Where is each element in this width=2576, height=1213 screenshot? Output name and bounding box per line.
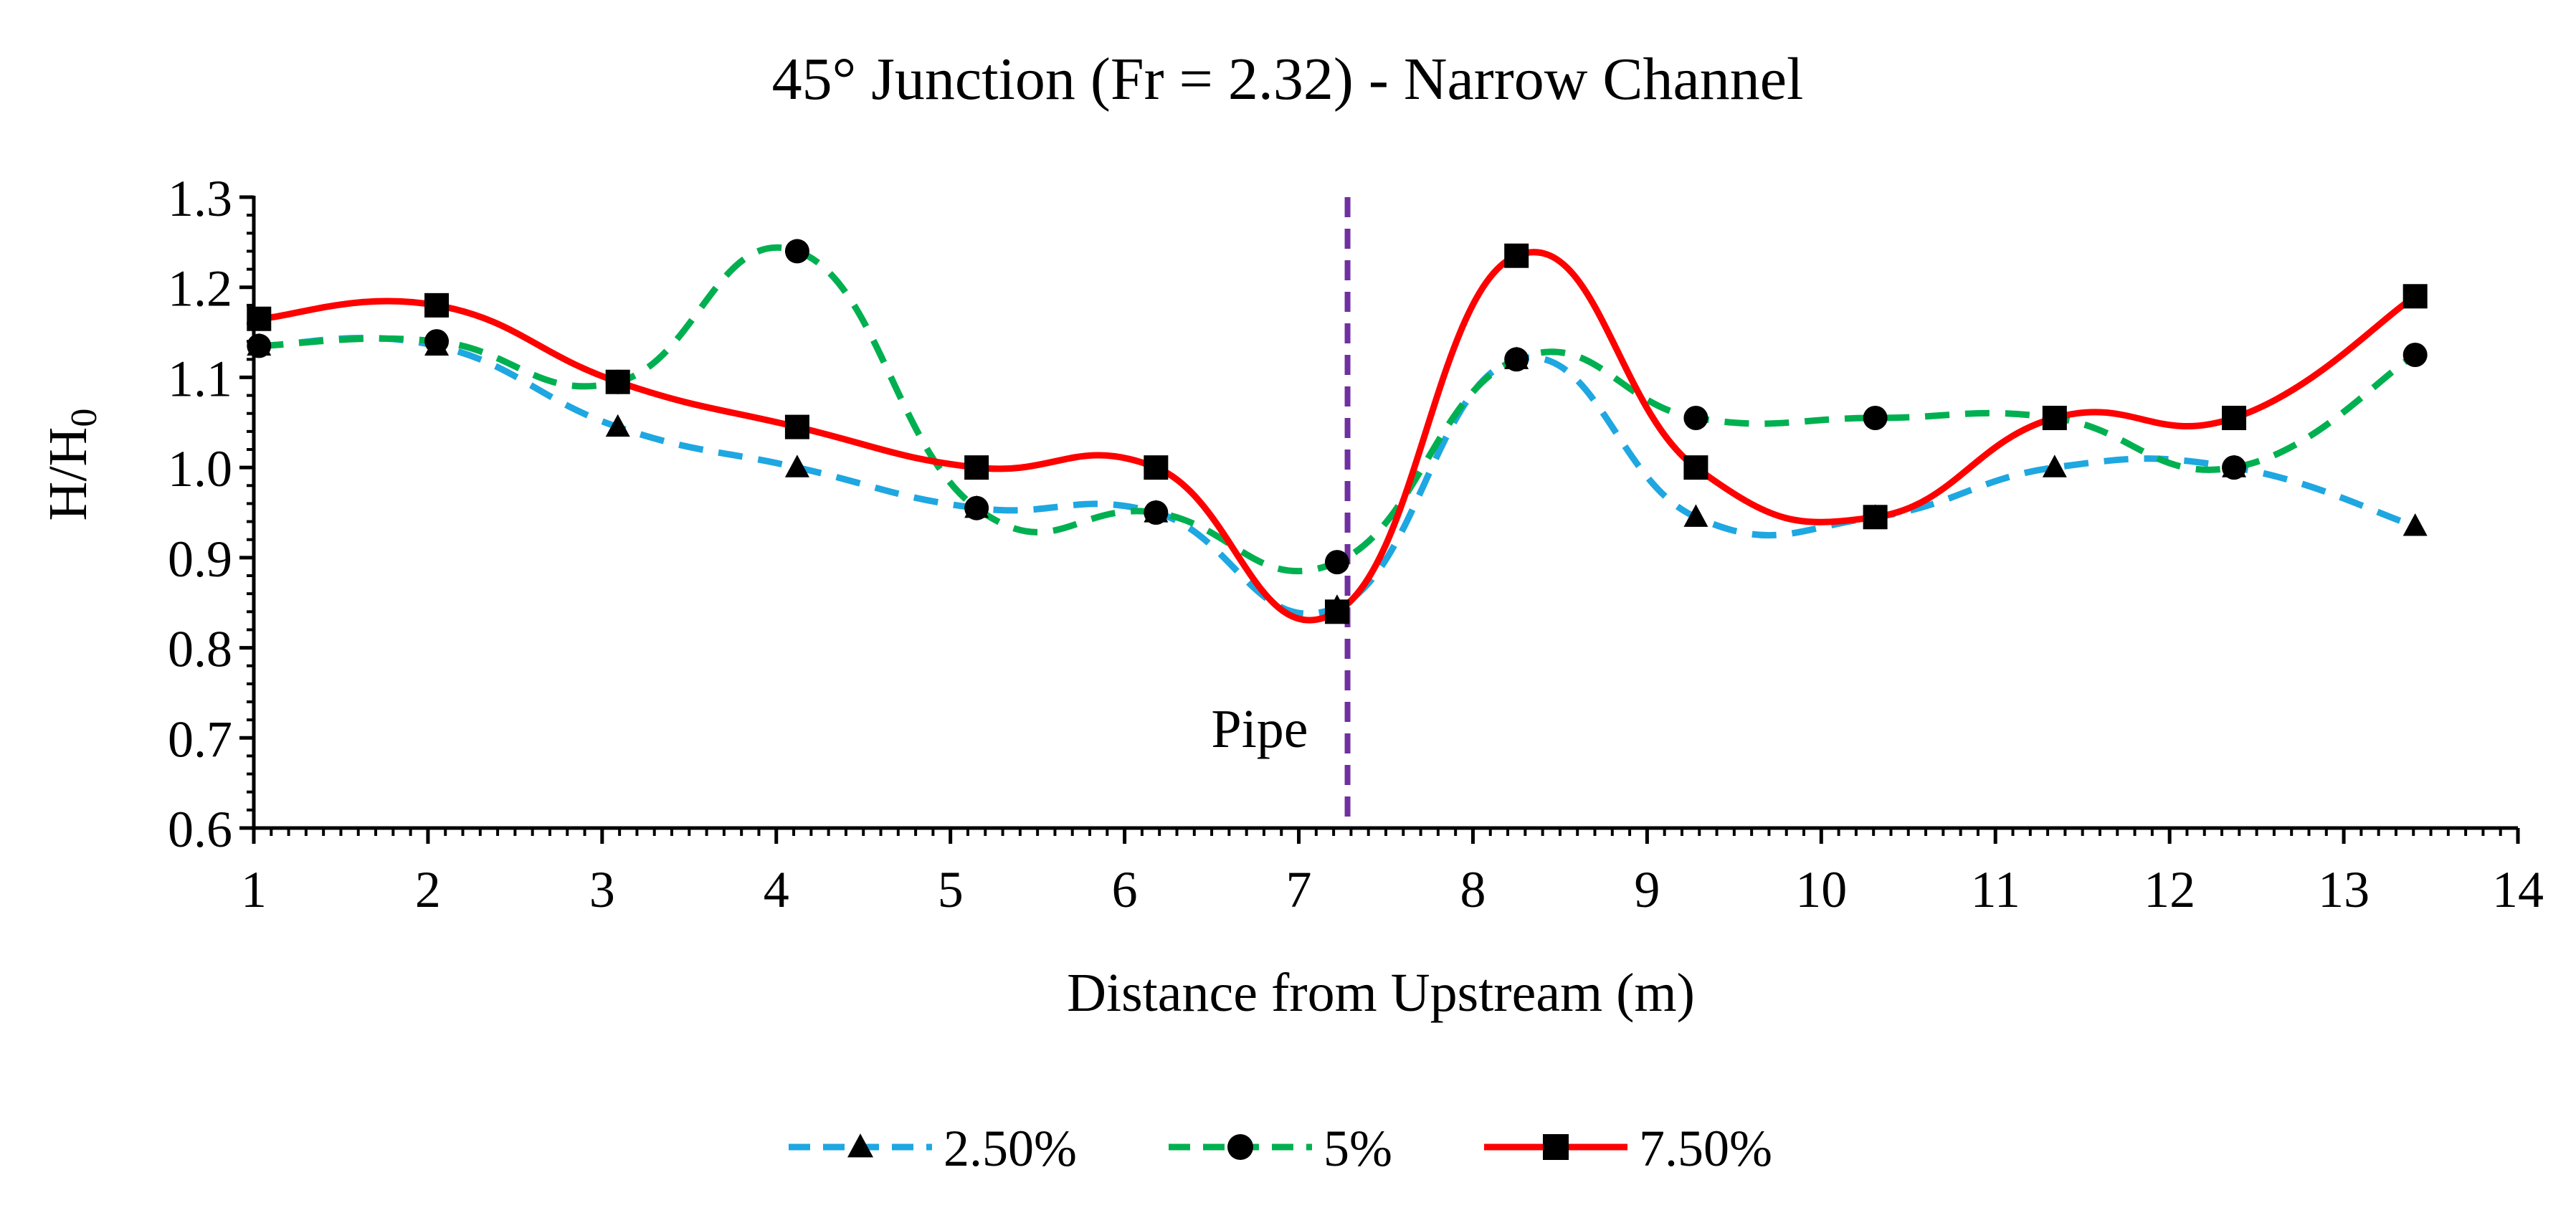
x-tick-label: 2 xyxy=(415,861,441,918)
x-axis-label: Distance from Upstream (m) xyxy=(1067,963,1695,1023)
series-3-point-10 xyxy=(1863,505,1888,530)
series-1-point-3 xyxy=(605,414,630,437)
chart-title: 45° Junction (Fr = 2.32) - Narrow Channe… xyxy=(772,46,1804,113)
x-tick-label: 5 xyxy=(938,861,964,918)
series-2-point-8 xyxy=(1504,347,1529,372)
series-2-point-1 xyxy=(247,333,272,358)
series-3-point-2 xyxy=(424,292,450,318)
series-1-point-4 xyxy=(784,455,809,477)
legend-item-2: 5% xyxy=(1169,1120,1392,1177)
series-3-point-5 xyxy=(964,455,989,480)
legend-marker-1 xyxy=(847,1133,873,1158)
x-tick-label: 12 xyxy=(2144,861,2195,918)
y-tick-label: 0.6 xyxy=(168,801,232,858)
series-2-point-9 xyxy=(1683,406,1708,430)
y-tick-label: 0.9 xyxy=(168,531,232,588)
series-3-point-4 xyxy=(784,414,809,439)
y-tick-label: 1.0 xyxy=(168,440,232,498)
legend-label-2: 5% xyxy=(1323,1120,1392,1177)
series-2-point-5 xyxy=(964,495,989,520)
y-tick-label: 0.7 xyxy=(168,710,232,768)
series-1-point-9 xyxy=(1683,504,1708,527)
series-3-point-13 xyxy=(2402,284,2428,309)
series-3-point-9 xyxy=(1683,455,1708,480)
x-tick-label: 3 xyxy=(589,861,615,918)
series-3-point-3 xyxy=(605,369,630,394)
x-tick-label: 13 xyxy=(2318,861,2370,918)
reference-line-group: Pipe xyxy=(1211,197,1351,828)
legend-marker-3 xyxy=(1543,1134,1569,1160)
y-tick-label: 1.3 xyxy=(168,170,232,227)
series-3-point-1 xyxy=(247,306,272,331)
x-tick-label: 11 xyxy=(1971,861,2020,918)
x-tick-label: 8 xyxy=(1460,861,1486,918)
series-3-point-6 xyxy=(1144,455,1169,480)
legend-marker-2 xyxy=(1227,1134,1253,1160)
series-1-point-11 xyxy=(2042,455,2067,477)
legend-item-1: 2.50% xyxy=(789,1120,1077,1177)
x-tick-label: 6 xyxy=(1112,861,1138,918)
x-tick-label: 1 xyxy=(241,861,267,918)
series-2-point-13 xyxy=(2402,343,2428,367)
legend: 2.50% 5% 7.50% xyxy=(789,1120,1772,1177)
series-2-point-4 xyxy=(784,239,809,264)
series-2-point-6 xyxy=(1144,500,1169,525)
series-2-point-2 xyxy=(424,329,450,354)
series-line-3 xyxy=(258,249,2418,624)
x-tick-label: 10 xyxy=(1795,861,1847,918)
series-3-point-8 xyxy=(1504,243,1529,268)
y-axis-label-subscript: 0 xyxy=(64,409,105,427)
series-3-point-12 xyxy=(2222,406,2247,430)
series-3-point-7 xyxy=(1324,599,1349,624)
x-tick-label: 7 xyxy=(1286,861,1312,918)
series-3-point-11 xyxy=(2042,406,2067,430)
series-1-point-13 xyxy=(2402,513,2428,536)
x-tick-label: 9 xyxy=(1634,861,1660,918)
y-axis-label: H/H0 xyxy=(38,409,105,521)
data-markers xyxy=(247,239,2428,624)
legend-label-3: 7.50% xyxy=(1639,1120,1772,1177)
pipe-label: Pipe xyxy=(1211,699,1308,759)
y-tick-label: 1.2 xyxy=(168,260,232,318)
x-tick-label: 4 xyxy=(764,861,789,918)
legend-label-1: 2.50% xyxy=(944,1120,1077,1177)
series-2-point-10 xyxy=(1863,406,1888,430)
x-tick-label: 14 xyxy=(2492,861,2544,918)
legend-item-3: 7.50% xyxy=(1484,1120,1772,1177)
y-tick-label: 0.8 xyxy=(168,621,232,678)
y-tick-label: 1.1 xyxy=(168,350,232,407)
y-axis-label-main: H/H xyxy=(38,427,98,521)
series-2-point-12 xyxy=(2222,455,2247,480)
series-2-point-7 xyxy=(1324,550,1349,575)
axes: 0.60.70.80.91.01.11.21.31 2 3 4 5 6 7 8 9 10 11 12 1… xyxy=(168,170,2544,918)
